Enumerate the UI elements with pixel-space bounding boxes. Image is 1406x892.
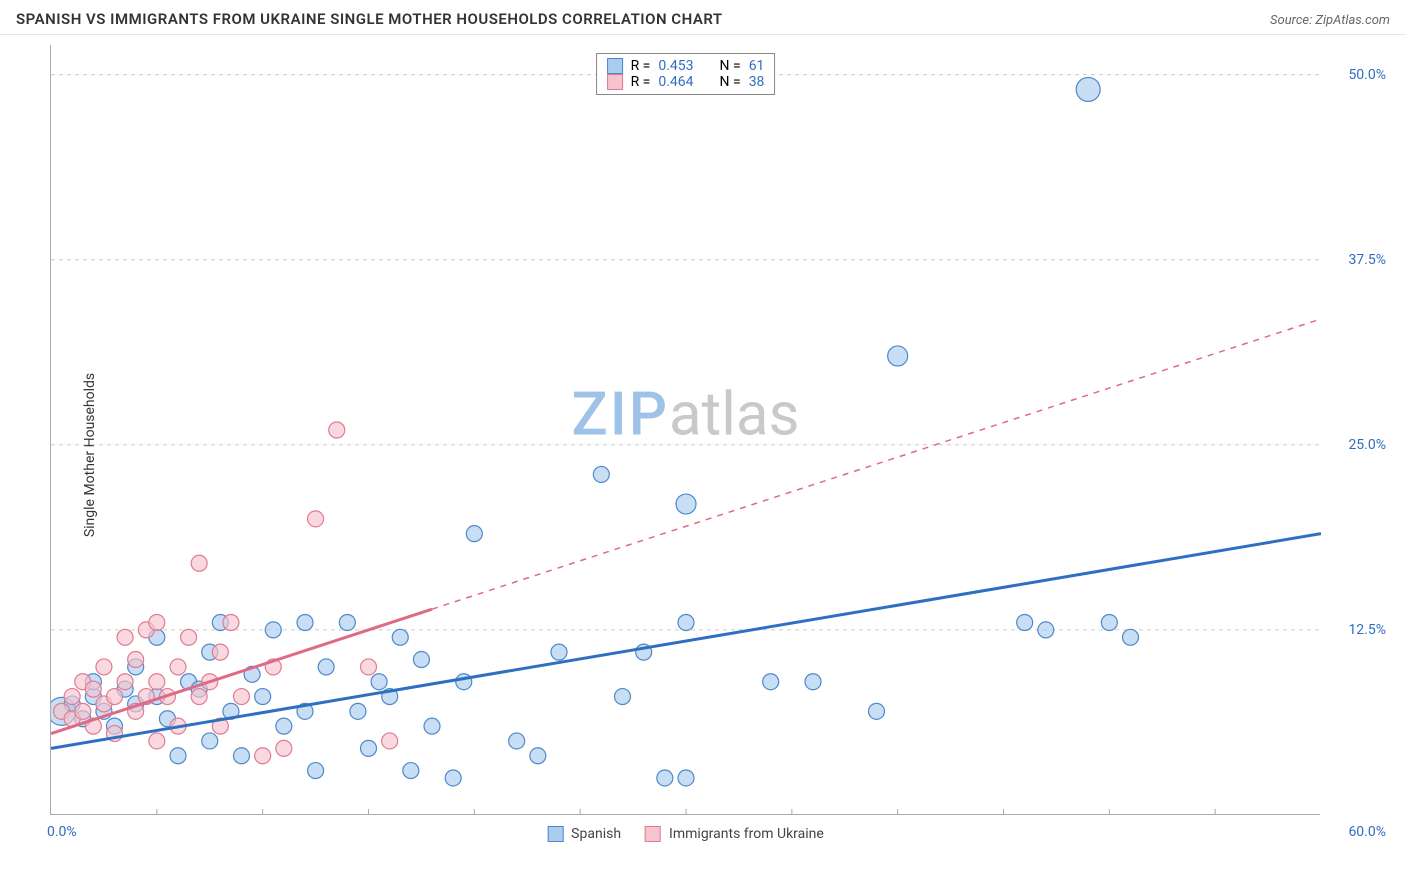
stats-row-pink: R = 0.464 N = 38 bbox=[607, 74, 765, 90]
stats-r-label: R = bbox=[631, 58, 651, 74]
y-tick-label: 50.0% bbox=[1348, 67, 1386, 83]
swatch-blue bbox=[607, 58, 623, 74]
source-label: Source: ZipAtlas.com bbox=[1270, 13, 1390, 28]
stats-n-blue: 61 bbox=[749, 58, 765, 74]
y-tick-label: 37.5% bbox=[1348, 252, 1386, 268]
bottom-legend: Spanish Immigrants from Ukraine bbox=[547, 826, 824, 842]
stats-legend-box: R = 0.453 N = 61 R = 0.464 N = 38 bbox=[596, 53, 776, 95]
stats-r-pink: 0.464 bbox=[658, 74, 693, 90]
legend-label-spanish: Spanish bbox=[571, 826, 621, 842]
legend-item-ukraine: Immigrants from Ukraine bbox=[645, 826, 824, 842]
stats-r-label: R = bbox=[631, 74, 651, 90]
stats-n-label: N = bbox=[720, 58, 741, 74]
chart-title: SPANISH VS IMMIGRANTS FROM UKRAINE SINGL… bbox=[16, 10, 723, 28]
swatch-pink bbox=[607, 74, 623, 90]
stats-n-pink: 38 bbox=[749, 74, 765, 90]
stats-row-blue: R = 0.453 N = 61 bbox=[607, 58, 765, 74]
scatter-svg bbox=[51, 45, 1321, 815]
stats-n-label: N = bbox=[720, 74, 741, 90]
stats-r-blue: 0.453 bbox=[658, 58, 693, 74]
plot-area: ZIPatlas R = 0.453 N = 61 R = 0.464 N = … bbox=[50, 45, 1320, 815]
legend-label-ukraine: Immigrants from Ukraine bbox=[669, 826, 824, 842]
x-min-label: 0.0% bbox=[47, 824, 77, 840]
x-max-label: 60.0% bbox=[1348, 824, 1386, 840]
swatch-pink bbox=[645, 826, 661, 842]
y-tick-label: 25.0% bbox=[1348, 437, 1386, 453]
swatch-blue bbox=[547, 826, 563, 842]
y-tick-label: 12.5% bbox=[1348, 622, 1386, 638]
legend-item-spanish: Spanish bbox=[547, 826, 621, 842]
